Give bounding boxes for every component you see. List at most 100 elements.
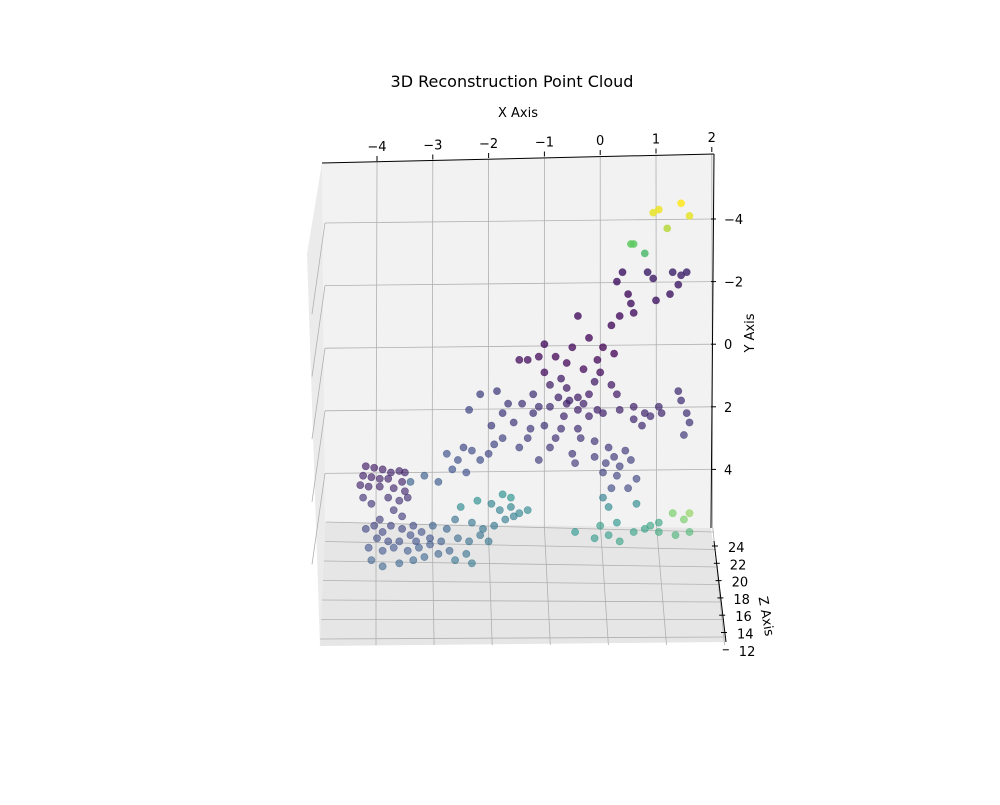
data-point <box>590 377 599 386</box>
data-point <box>613 277 621 286</box>
z-gridline <box>323 560 719 568</box>
data-point <box>629 402 638 411</box>
data-point <box>668 268 677 277</box>
data-point <box>599 409 607 417</box>
data-point <box>473 496 482 505</box>
data-point <box>484 537 493 546</box>
data-point <box>599 493 607 502</box>
data-point <box>546 443 554 452</box>
data-point <box>493 387 501 395</box>
data-point <box>476 456 485 464</box>
data-point <box>585 412 593 421</box>
axis-lines <box>321 153 727 643</box>
data-point <box>674 280 683 289</box>
y-gridline <box>324 406 713 412</box>
data-point <box>590 452 599 461</box>
data-point <box>624 484 632 493</box>
data-point <box>529 390 538 399</box>
data-point <box>646 521 655 530</box>
y-side-gridline <box>311 348 326 440</box>
data-point <box>663 224 672 233</box>
data-point <box>685 418 694 427</box>
data-point <box>467 518 476 527</box>
data-point <box>498 434 507 442</box>
data-point <box>467 446 476 455</box>
data-point <box>395 559 404 568</box>
x-floor-gridline <box>600 525 609 646</box>
x-tick-label: −1 <box>535 136 554 151</box>
data-point <box>607 484 616 493</box>
data-point <box>574 424 582 433</box>
data-point <box>400 468 409 477</box>
data-point <box>462 468 471 477</box>
y-gridline <box>324 281 713 286</box>
data-point <box>467 559 476 568</box>
data-point <box>599 468 607 477</box>
data-point <box>685 528 694 536</box>
data-point <box>557 374 565 383</box>
data-point <box>627 456 635 464</box>
data-point <box>685 211 694 220</box>
data-point <box>671 531 680 539</box>
data-point <box>417 528 426 536</box>
z-tick-label: 14 <box>737 628 754 643</box>
data-point <box>599 343 607 352</box>
data-point <box>448 465 457 474</box>
z-tick-label: 18 <box>733 593 750 608</box>
data-point <box>389 484 398 493</box>
data-point <box>398 525 406 533</box>
data-point <box>395 537 404 546</box>
data-point <box>632 474 641 483</box>
x-floor-gridline <box>656 525 667 646</box>
data-point <box>359 471 367 480</box>
y-tick-label: 2 <box>724 401 732 416</box>
data-point <box>685 509 694 518</box>
data-point <box>646 412 655 421</box>
data-point <box>356 481 365 489</box>
z-tick-label: 16 <box>735 610 752 625</box>
data-point <box>596 521 605 530</box>
x-floor-gridline <box>487 525 493 646</box>
data-point <box>627 299 635 308</box>
data-point <box>364 543 373 552</box>
x-tick-label: 0 <box>596 134 604 149</box>
data-point <box>596 368 605 377</box>
data-point <box>523 434 532 442</box>
data-point <box>367 473 376 482</box>
data-point <box>526 424 535 433</box>
y-axis-line <box>710 153 715 529</box>
data-point <box>610 349 618 358</box>
data-point <box>378 528 387 536</box>
data-point <box>640 249 649 258</box>
data-point <box>654 528 663 536</box>
data-point <box>375 474 384 483</box>
y-gridline <box>324 218 713 224</box>
data-point <box>677 199 685 208</box>
data-point <box>579 399 588 408</box>
data-point <box>613 518 621 527</box>
x-tick-label: −2 <box>479 137 498 152</box>
data-point <box>367 556 376 565</box>
data-point <box>414 543 423 552</box>
data-point <box>403 546 412 555</box>
z-axis-label: Z Axis <box>755 595 777 637</box>
data-point <box>384 493 393 502</box>
data-point <box>593 355 602 364</box>
data-point <box>398 477 406 486</box>
data-point <box>604 531 613 539</box>
data-point <box>615 462 624 471</box>
data-point <box>465 537 473 546</box>
data-point <box>378 465 387 474</box>
data-point <box>501 515 510 524</box>
data-point <box>652 296 660 305</box>
x-gridline <box>655 155 657 527</box>
data-point <box>451 556 459 565</box>
data-point <box>571 459 579 467</box>
data-point <box>445 546 454 555</box>
y-side-gridline <box>311 473 326 565</box>
data-point <box>375 515 384 524</box>
data-point <box>680 515 688 524</box>
data-point <box>546 402 554 411</box>
data-point <box>590 437 599 446</box>
